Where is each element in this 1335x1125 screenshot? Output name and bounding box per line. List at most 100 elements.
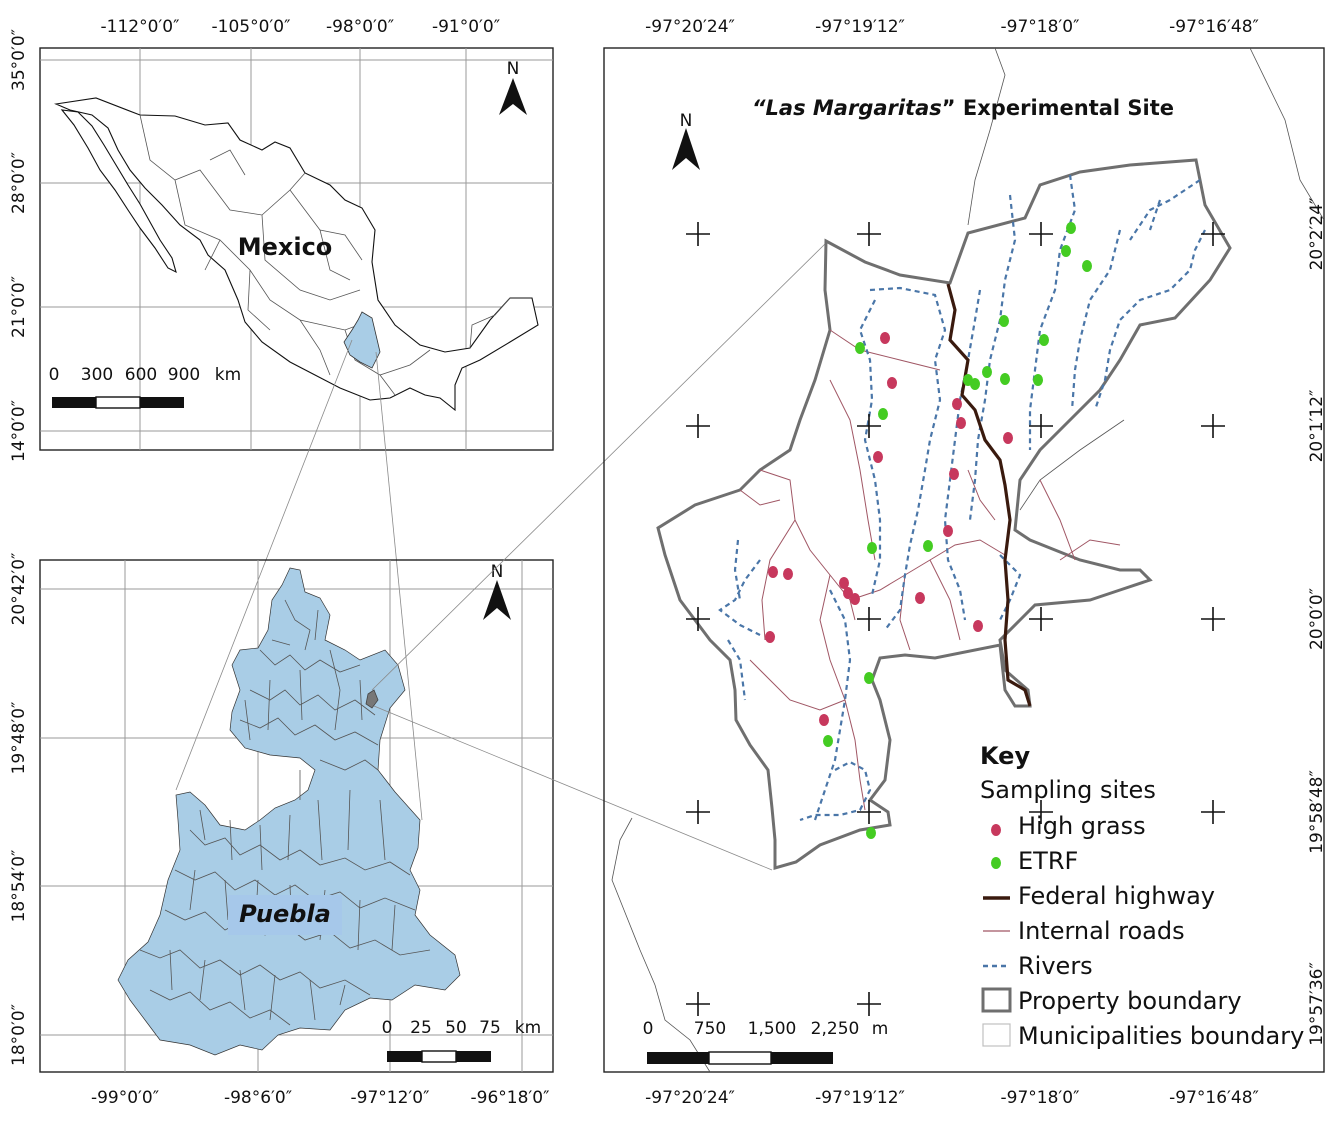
- y-tick-label: 19°48′0″: [9, 702, 29, 775]
- scale-label: 75: [479, 1018, 501, 1038]
- etrf-point: [1061, 245, 1071, 257]
- puebla-highlight: [343, 311, 381, 369]
- etrf-point: [823, 735, 833, 747]
- y-tick-label: 20°1′12″: [1307, 390, 1327, 463]
- mexico-y-ticks: 35°0′0″ 28°0′0″ 21°0′0″ 14°0′0″: [9, 29, 29, 462]
- scale-label: 50: [445, 1018, 467, 1038]
- key-item-high-grass: High grass: [1018, 812, 1146, 840]
- scale-label: 1,500: [748, 1019, 797, 1039]
- puebla-scale-bar: 0 25 50 75 km: [382, 1018, 541, 1063]
- mexico-state-lines: [139, 114, 511, 396]
- high-grass-point: [783, 568, 793, 580]
- key-group-label: Sampling sites: [980, 776, 1156, 804]
- scale-label: 300: [81, 365, 113, 385]
- high-grass-point: [915, 592, 925, 604]
- key-item-municipalities-boundary: Municipalities boundary: [1018, 1022, 1304, 1050]
- y-tick-label: 19°58′48″: [1307, 770, 1327, 854]
- high-grass-point: [850, 593, 860, 605]
- high-grass-point: [819, 714, 829, 726]
- etrf-sites: [823, 222, 1092, 839]
- title-quote-open: “: [752, 96, 766, 120]
- x-tick-label: -97°18′0″: [1001, 17, 1080, 37]
- high-grass-point: [880, 332, 890, 344]
- puebla-north-arrow: N: [483, 562, 511, 620]
- y-tick-label: 20°2′24″: [1307, 198, 1327, 271]
- y-tick-label: 19°57′36″: [1307, 962, 1327, 1046]
- etrf-point: [878, 408, 888, 420]
- y-tick-label: 20°0′0″: [1307, 588, 1327, 650]
- x-tick-label: -97°20′24″: [645, 17, 735, 37]
- high-grass-sites: [765, 332, 1013, 726]
- site-north-arrow: N: [672, 111, 700, 170]
- high-grass-point: [949, 468, 959, 480]
- site-y-ticks: 20°2′24″ 20°1′12″ 20°0′0″ 19°58′48″ 19°5…: [1307, 198, 1327, 1046]
- etrf-point: [999, 315, 1009, 327]
- high-grass-point: [952, 398, 962, 410]
- y-tick-label: 14°0′0″: [9, 400, 29, 462]
- scale-label: 0: [643, 1019, 654, 1039]
- municipalities-boundary-swatch: [982, 1023, 1011, 1047]
- etrf-point: [855, 342, 865, 354]
- site-location-marker: [365, 689, 379, 709]
- etrf-point: [1000, 373, 1010, 385]
- x-tick-label: -97°16′48″: [1169, 17, 1259, 37]
- y-tick-label: 28°0′0″: [9, 152, 29, 214]
- puebla-state-shape: [117, 567, 461, 1056]
- y-tick-label: 18°54′0″: [9, 850, 29, 923]
- etrf-point: [970, 378, 980, 390]
- x-tick-label: -96°18′0″: [471, 1088, 550, 1108]
- scale-label: 0: [382, 1018, 393, 1038]
- scale-label: 2,250: [811, 1019, 860, 1039]
- high-grass-point: [839, 577, 849, 589]
- high-grass-swatch: [991, 824, 1001, 836]
- puebla-map-panel: Puebla N 0 25 50 75 km -99°0′0″ -98°6′0″…: [9, 553, 554, 1108]
- mexico-scale-bar: 0 300 600 900 km: [49, 365, 241, 409]
- y-tick-label: 18°0′0″: [9, 1004, 29, 1066]
- puebla-x-ticks: -99°0′0″ -98°6′0″ -97°12′0″ -96°18′0″: [91, 1088, 550, 1108]
- north-label: N: [680, 111, 693, 131]
- zoom-lines-puebla: [371, 242, 827, 871]
- x-tick-label: -99°0′0″: [91, 1088, 159, 1108]
- mexico-north-arrow: N: [499, 59, 527, 115]
- mexico-x-ticks: -112°0′0″ -105°0′0″ -98°0′0″ -91°0′0″: [101, 17, 501, 37]
- site-map-panel: “Las Margaritas” Experimental Site N 0 7…: [603, 17, 1327, 1108]
- scale-unit: km: [215, 365, 241, 385]
- north-label: N: [491, 562, 504, 582]
- site-x-ticks-top: -97°20′24″ -97°19′12″ -97°18′0″ -97°16′4…: [645, 17, 1259, 37]
- etrf-point: [1039, 334, 1049, 346]
- x-tick-label: -98°6′0″: [224, 1088, 292, 1108]
- site-scale-bar: 0 750 1,500 2,250 m: [643, 1019, 888, 1065]
- etrf-point: [866, 827, 876, 839]
- etrf-point: [1066, 222, 1076, 234]
- federal-highway: [946, 283, 1032, 707]
- puebla-y-ticks: 20°42′0″ 19°48′0″ 18°54′0″ 18°0′0″: [9, 553, 29, 1066]
- rivers: [718, 174, 1206, 822]
- key-item-internal-roads: Internal roads: [1018, 917, 1185, 945]
- high-grass-point: [956, 417, 966, 429]
- high-grass-point: [887, 377, 897, 389]
- x-tick-label: -97°20′24″: [645, 1088, 735, 1108]
- key-title: Key: [980, 742, 1030, 770]
- high-grass-point: [1003, 432, 1013, 444]
- x-tick-label: -98°0′0″: [326, 17, 394, 37]
- y-tick-label: 21°0′0″: [9, 276, 29, 338]
- internal-roads: [739, 329, 1121, 811]
- baja-california: [60, 109, 177, 274]
- etrf-point: [864, 672, 874, 684]
- high-grass-point: [765, 631, 775, 643]
- puebla-label: Puebla: [239, 900, 331, 928]
- north-label: N: [507, 59, 520, 79]
- mexico-label: Mexico: [238, 233, 333, 261]
- title-rest: Experimental Site: [956, 96, 1174, 120]
- mexico-map-panel: N Mexico 0 300 600 900 km -112°0′0″ -105…: [9, 17, 554, 462]
- key-item-rivers: Rivers: [1018, 952, 1093, 980]
- etrf-point: [982, 366, 992, 378]
- x-tick-label: -97°19′12″: [815, 1088, 905, 1108]
- x-tick-label: -97°18′0″: [1001, 1088, 1080, 1108]
- high-grass-point: [768, 566, 778, 578]
- etrf-point: [1082, 260, 1092, 272]
- scale-label: 25: [410, 1018, 432, 1038]
- x-tick-label: -97°12′0″: [351, 1088, 430, 1108]
- title-quote-close: ”: [942, 96, 956, 120]
- site-title: “Las Margaritas” Experimental Site: [752, 96, 1174, 120]
